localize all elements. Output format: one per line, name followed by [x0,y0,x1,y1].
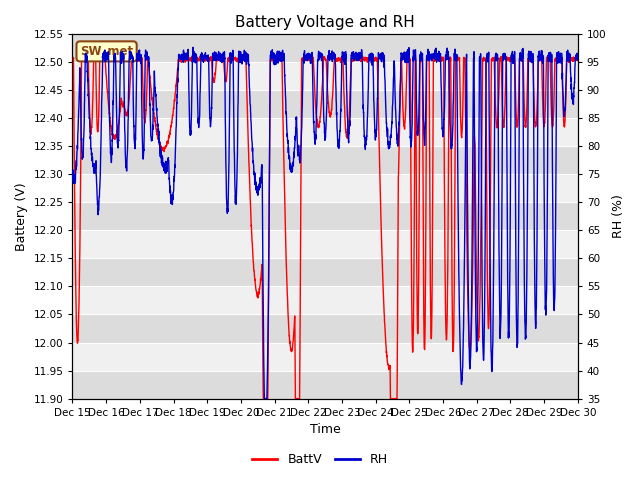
X-axis label: Time: Time [310,423,340,436]
Title: Battery Voltage and RH: Battery Voltage and RH [236,15,415,30]
Bar [72,258,578,287]
Y-axis label: Battery (V): Battery (V) [15,182,28,251]
Text: SW_met: SW_met [80,45,133,58]
Bar [72,90,578,118]
Bar [72,371,578,398]
Legend: BattV, RH: BattV, RH [248,448,392,471]
Bar [72,202,578,230]
Bar [72,34,578,62]
Bar [72,314,578,343]
Bar [72,146,578,174]
Y-axis label: RH (%): RH (%) [612,194,625,238]
